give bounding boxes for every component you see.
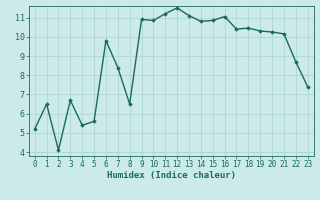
X-axis label: Humidex (Indice chaleur): Humidex (Indice chaleur) <box>107 171 236 180</box>
